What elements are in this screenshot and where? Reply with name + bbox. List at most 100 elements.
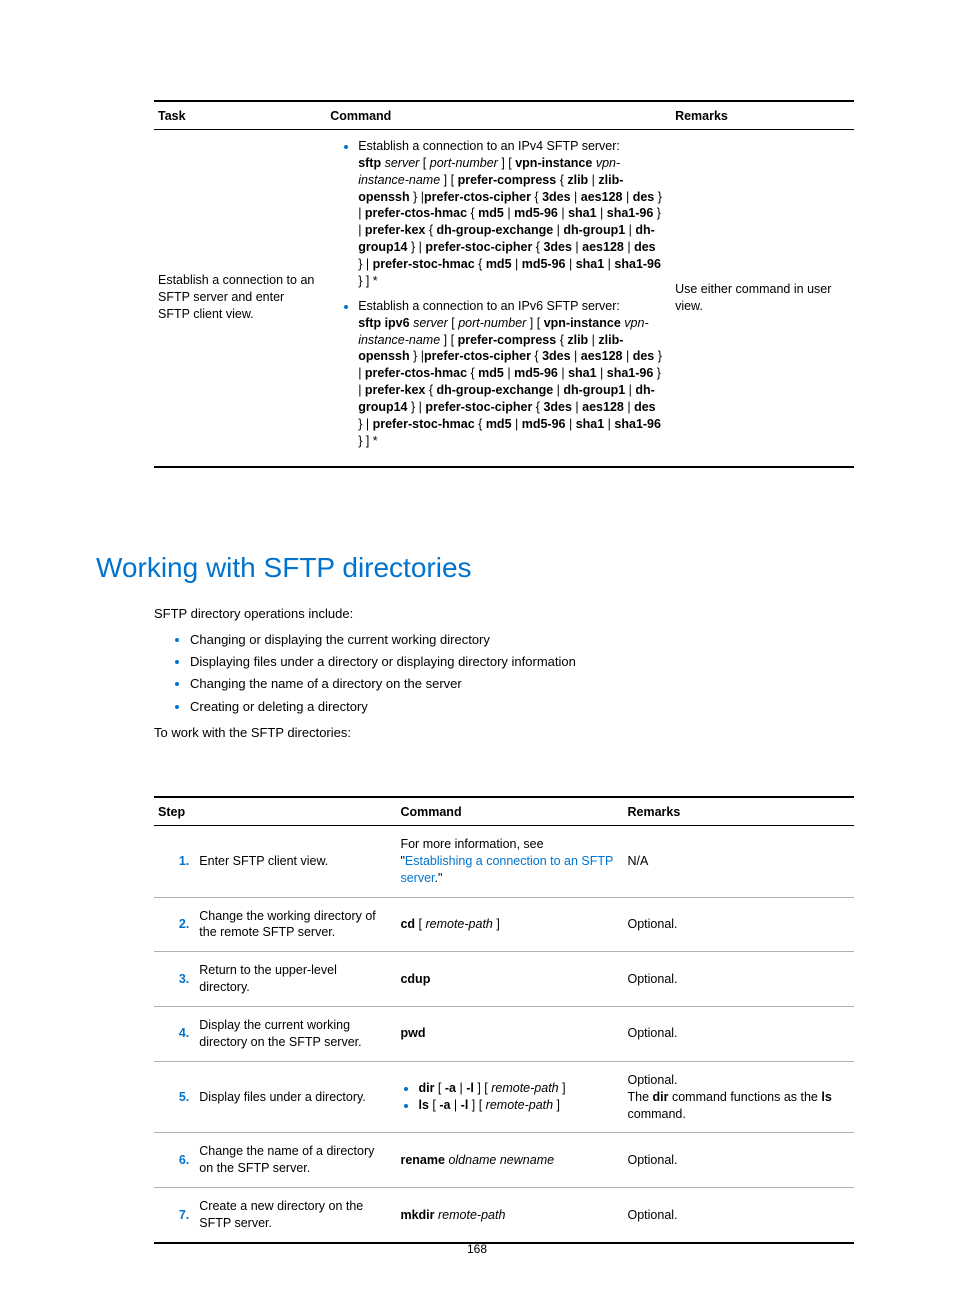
text-run: sha1 bbox=[576, 417, 605, 431]
t2-step-number: 2. bbox=[154, 897, 195, 952]
text-run: { bbox=[467, 366, 478, 380]
intro-tail: To work with the SFTP directories: bbox=[154, 723, 854, 743]
t2-row: 5.Display files under a directory.dir [ … bbox=[154, 1061, 854, 1133]
text-run: } | bbox=[408, 400, 426, 414]
t2-header-step: Step bbox=[154, 797, 396, 825]
text-run: [ bbox=[429, 1098, 439, 1112]
text-run: dir bbox=[653, 1090, 669, 1104]
t2-row: 6.Change the name of a directory on the … bbox=[154, 1133, 854, 1188]
text-run: ] [ bbox=[526, 316, 543, 330]
text-run: } | bbox=[410, 190, 424, 204]
text-run: pwd bbox=[400, 1026, 425, 1040]
t1-header-task: Task bbox=[154, 101, 326, 129]
text-run: | bbox=[572, 240, 582, 254]
t2-row: 4.Display the current working directory … bbox=[154, 1007, 854, 1062]
t2-step-desc: Enter SFTP client view. bbox=[195, 825, 396, 897]
text-run: { bbox=[532, 400, 543, 414]
text-run: prefer-ctos-cipher bbox=[424, 190, 531, 204]
t2-step-remarks: Optional. bbox=[624, 1188, 855, 1243]
command-reference-table: Task Command Remarks Establish a connect… bbox=[154, 100, 854, 468]
text-run: md5 bbox=[478, 206, 504, 220]
text-run: prefer-stoc-hmac bbox=[373, 257, 475, 271]
t2-step-desc: Display files under a directory. bbox=[195, 1061, 396, 1133]
text-run: prefer-compress bbox=[458, 173, 557, 187]
t2-step-desc: Change the working directory of the remo… bbox=[195, 897, 396, 952]
text-run: 3des bbox=[543, 400, 572, 414]
t2-step-command: For more information, see "Establishing … bbox=[396, 825, 623, 897]
text-run: ] bbox=[559, 1081, 566, 1095]
text-run: ] [ bbox=[468, 1098, 485, 1112]
t2-row: 7.Create a new directory on the SFTP ser… bbox=[154, 1188, 854, 1243]
text-run: Optional. bbox=[628, 972, 678, 986]
text-run: | bbox=[572, 400, 582, 414]
text-run: | bbox=[512, 417, 522, 431]
intro-bullet-item: Changing or displaying the current worki… bbox=[190, 630, 854, 650]
text-run: port-number bbox=[430, 156, 498, 170]
t1-row: Establish a connection to an SFTP server… bbox=[154, 129, 854, 466]
t2-step-remarks: Optional. bbox=[624, 897, 855, 952]
text-run: server bbox=[413, 316, 448, 330]
text-run: | bbox=[588, 173, 598, 187]
text-run: ls bbox=[418, 1098, 428, 1112]
text-run: | bbox=[597, 206, 607, 220]
text-run: | bbox=[623, 190, 633, 204]
text-run: prefer-ctos-hmac bbox=[365, 366, 467, 380]
text-run: server bbox=[385, 156, 420, 170]
text-run: remote-path bbox=[425, 917, 492, 931]
text-run: | bbox=[512, 257, 522, 271]
t2-step-command: rename oldname newname bbox=[396, 1133, 623, 1188]
intro-block: SFTP directory operations include: Chang… bbox=[154, 598, 854, 749]
text-run: oldname newname bbox=[448, 1153, 554, 1167]
text-run: | bbox=[558, 366, 568, 380]
t2-step-desc: Create a new directory on the SFTP serve… bbox=[195, 1188, 396, 1243]
text-run: { bbox=[556, 173, 567, 187]
t2-row: 1.Enter SFTP client view.For more inform… bbox=[154, 825, 854, 897]
text-run: ls bbox=[821, 1090, 831, 1104]
text-run: dh-group1 bbox=[563, 383, 625, 397]
text-run: | bbox=[566, 257, 576, 271]
text-run: { bbox=[531, 349, 542, 363]
steps-table: Step Command Remarks 1.Enter SFTP client… bbox=[154, 796, 854, 1244]
t2-step-command: mkdir remote-path bbox=[396, 1188, 623, 1243]
t2-step-remarks: Optional.The dir command functions as th… bbox=[624, 1061, 855, 1133]
t2-step-number: 7. bbox=[154, 1188, 195, 1243]
intro-bullet-item: Changing the name of a directory on the … bbox=[190, 674, 854, 694]
intro-bullet-item: Creating or deleting a directory bbox=[190, 697, 854, 717]
t2-step-desc: Change the name of a directory on the SF… bbox=[195, 1133, 396, 1188]
text-run: | bbox=[624, 240, 634, 254]
text-run: | bbox=[625, 223, 635, 237]
text-run: prefer-stoc-cipher bbox=[425, 400, 532, 414]
t1-command-cell: Establish a connection to an IPv4 SFTP s… bbox=[326, 129, 671, 466]
text-run: cdup bbox=[400, 972, 430, 986]
intro-bullet-item: Displaying files under a directory or di… bbox=[190, 652, 854, 672]
intro-bullets: Changing or displaying the current worki… bbox=[154, 630, 854, 717]
text-run: command. bbox=[628, 1107, 686, 1121]
t2-step-remarks: Optional. bbox=[624, 952, 855, 1007]
t1-command-item: Establish a connection to an IPv4 SFTP s… bbox=[358, 138, 663, 290]
text-run: port-number bbox=[458, 316, 526, 330]
t2-step-command: cdup bbox=[396, 952, 623, 1007]
t2-step-command: cd [ remote-path ] bbox=[396, 897, 623, 952]
text-run: | bbox=[588, 333, 598, 347]
text-run: md5-96 bbox=[514, 366, 558, 380]
text-run: -a bbox=[445, 1081, 456, 1095]
text-run[interactable]: Establishing a connection to an SFTP ser… bbox=[400, 854, 613, 885]
text-run: Optional. bbox=[628, 1153, 678, 1167]
text-run: ] [ bbox=[440, 333, 457, 347]
text-run: | bbox=[597, 366, 607, 380]
t2-step-remarks: Optional. bbox=[624, 1133, 855, 1188]
t2-step-command: pwd bbox=[396, 1007, 623, 1062]
t2-step-remarks: Optional. bbox=[624, 1007, 855, 1062]
section-heading: Working with SFTP directories bbox=[96, 552, 472, 584]
text-run: Optional. bbox=[628, 917, 678, 931]
text-run: { bbox=[531, 190, 542, 204]
text-run: { bbox=[467, 206, 478, 220]
text-run: } | bbox=[410, 349, 424, 363]
t1-command-syntax: sftp server [ port-number ] [ vpn-instan… bbox=[358, 155, 663, 290]
t2-step-remarks: N/A bbox=[624, 825, 855, 897]
text-run: | bbox=[553, 223, 563, 237]
text-run: remote-path bbox=[486, 1098, 553, 1112]
text-run: sftp bbox=[358, 156, 381, 170]
text-run: -l bbox=[466, 1081, 474, 1095]
t1-header-remarks: Remarks bbox=[671, 101, 854, 129]
